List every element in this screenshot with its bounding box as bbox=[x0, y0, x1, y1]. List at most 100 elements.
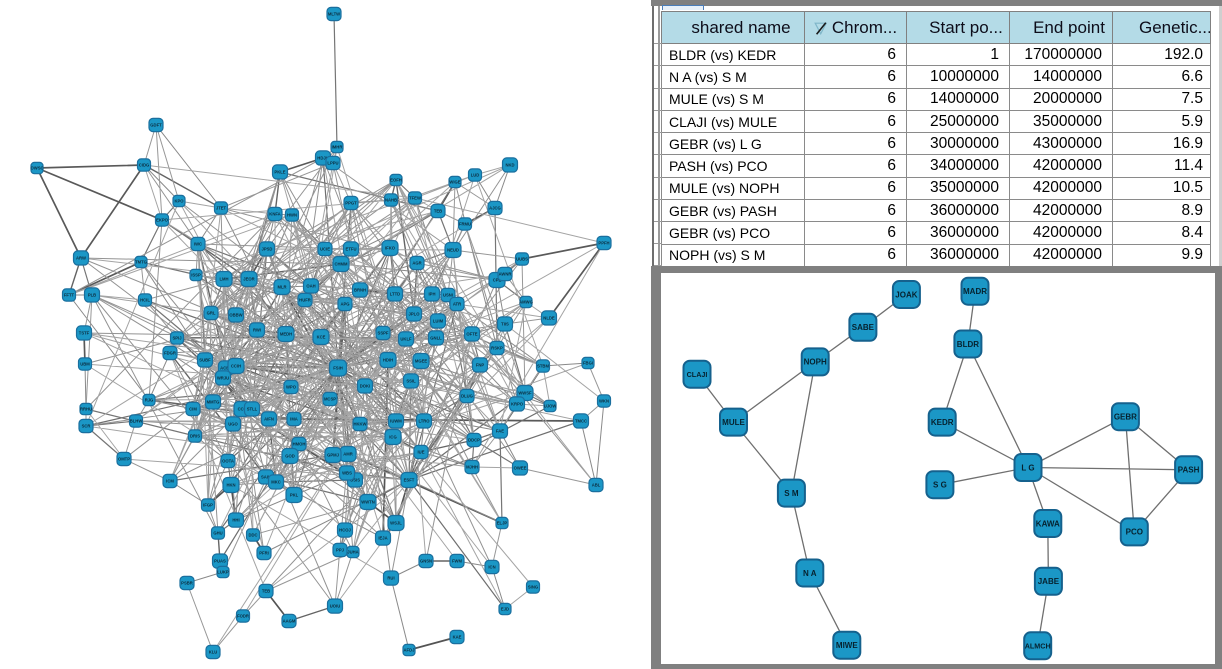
svg-text:SUBF: SUBF bbox=[199, 358, 211, 363]
svg-text:LMH: LMH bbox=[219, 277, 228, 282]
svg-text:PPFH: PPFH bbox=[598, 241, 609, 246]
svg-text:JEOR: JEOR bbox=[243, 277, 254, 282]
svg-text:ICG: ICG bbox=[389, 435, 396, 440]
svg-text:LUD: LUD bbox=[471, 173, 480, 178]
svg-text:HKN: HKN bbox=[226, 483, 235, 488]
svg-text:CLAJI: CLAJI bbox=[687, 370, 708, 379]
svg-text:DDCP: DDCP bbox=[468, 438, 480, 443]
svg-text:SSIL: SSIL bbox=[406, 379, 416, 384]
svg-text:EKPO: EKPO bbox=[156, 218, 169, 223]
svg-text:GNSN: GNSN bbox=[420, 559, 432, 564]
svg-text:PASH: PASH bbox=[1178, 466, 1200, 475]
svg-text:IUWM: IUWM bbox=[390, 419, 402, 424]
svg-text:STLL: STLL bbox=[247, 407, 258, 412]
svg-text:MCSP: MCSP bbox=[324, 397, 336, 402]
svg-text:FSIH: FSIH bbox=[333, 366, 343, 371]
svg-text:DLUG: DLUG bbox=[461, 394, 473, 399]
svg-text:L G: L G bbox=[1021, 463, 1034, 472]
svg-text:TEB: TEB bbox=[434, 209, 442, 214]
svg-text:BLDR: BLDR bbox=[957, 340, 979, 349]
svg-text:IFKO: IFKO bbox=[385, 246, 396, 251]
svg-text:MADR: MADR bbox=[963, 287, 987, 296]
svg-text:LPPU: LPPU bbox=[327, 161, 338, 166]
svg-text:KAWA: KAWA bbox=[1036, 519, 1060, 528]
svg-text:MGEE: MGEE bbox=[415, 359, 428, 364]
svg-text:WBS: WBS bbox=[342, 471, 352, 476]
svg-text:HCIL: HCIL bbox=[140, 298, 150, 303]
svg-text:WWTN: WWTN bbox=[361, 500, 375, 505]
svg-text:UCIE: UCIE bbox=[320, 247, 330, 252]
svg-text:OSIS: OSIS bbox=[350, 478, 360, 483]
svg-text:FDGR: FDGR bbox=[164, 351, 176, 356]
svg-text:JPLO: JPLO bbox=[409, 312, 421, 317]
svg-text:HMOH: HMOH bbox=[293, 442, 306, 447]
svg-text:ATR: ATR bbox=[453, 302, 461, 307]
svg-text:WKN: WKN bbox=[599, 399, 609, 404]
svg-text:USNI: USNI bbox=[443, 293, 453, 298]
svg-text:HDJU: HDJU bbox=[317, 156, 328, 161]
svg-text:WPO: WPO bbox=[286, 385, 297, 390]
svg-text:S G: S G bbox=[933, 481, 947, 490]
svg-text:KEDR: KEDR bbox=[931, 418, 954, 427]
svg-text:IFGP: IFGP bbox=[203, 503, 213, 508]
svg-text:BRNH: BRNH bbox=[354, 288, 366, 293]
svg-text:IUE: IUE bbox=[418, 450, 425, 455]
svg-text:WWSF: WWSF bbox=[518, 391, 532, 396]
svg-text:RRHU: RRHU bbox=[80, 407, 92, 412]
svg-text:RJG: RJG bbox=[145, 398, 154, 403]
svg-text:IMHR: IMHR bbox=[332, 145, 343, 150]
svg-text:CCS: CCS bbox=[238, 407, 247, 412]
svg-text:NAHB: NAHB bbox=[385, 198, 397, 203]
svg-text:IMA: IMA bbox=[290, 417, 298, 422]
svg-text:AMR: AMR bbox=[343, 452, 353, 457]
svg-text:NEUD: NEUD bbox=[447, 248, 459, 253]
svg-text:RUI: RUI bbox=[387, 576, 394, 581]
svg-text:AFDJ: AFDJ bbox=[404, 648, 416, 653]
svg-text:TMTG: TMTG bbox=[135, 260, 147, 265]
svg-text:ABL: ABL bbox=[592, 483, 601, 488]
svg-text:WSJL: WSJL bbox=[390, 521, 402, 526]
svg-text:WRJU: WRJU bbox=[217, 376, 229, 381]
svg-text:KRPO: KRPO bbox=[511, 402, 524, 407]
svg-text:HCOJ: HCOJ bbox=[339, 528, 351, 533]
svg-text:PFRI: PFRI bbox=[259, 551, 269, 556]
svg-text:FAE: FAE bbox=[496, 429, 504, 434]
svg-text:SABE: SABE bbox=[852, 323, 875, 332]
svg-text:DOKI: DOKI bbox=[360, 384, 370, 389]
svg-text:JOAK: JOAK bbox=[895, 290, 917, 299]
svg-text:APG: APG bbox=[340, 302, 349, 307]
svg-text:UUBS: UUBS bbox=[516, 257, 528, 262]
svg-text:MLTW: MLTW bbox=[328, 12, 340, 17]
svg-text:WIGE: WIGE bbox=[449, 180, 460, 185]
svg-text:DDC: DDC bbox=[248, 533, 257, 538]
svg-text:PPJ: PPJ bbox=[336, 548, 345, 553]
svg-text:PLB: PLB bbox=[88, 293, 96, 298]
svg-text:HWN: HWN bbox=[287, 213, 297, 218]
svg-text:UKLF: UKLF bbox=[400, 337, 412, 342]
svg-text:GNLL: GNLL bbox=[430, 336, 442, 341]
svg-text:STBM: STBM bbox=[537, 364, 549, 369]
svg-text:SAIH: SAIH bbox=[261, 475, 271, 480]
svg-text:GDFT: GDFT bbox=[150, 123, 162, 128]
svg-text:KLU: KLU bbox=[209, 650, 218, 655]
svg-text:GPMJ: GPMJ bbox=[327, 453, 340, 458]
svg-text:ESFT: ESFT bbox=[404, 478, 415, 483]
svg-text:KNFA: KNFA bbox=[269, 212, 280, 217]
svg-text:OWEE: OWEE bbox=[514, 466, 527, 471]
svg-text:KPO: KPO bbox=[174, 199, 184, 204]
svg-text:PSBR: PSBR bbox=[181, 581, 193, 586]
svg-text:LTTD: LTTD bbox=[390, 292, 400, 297]
svg-text:MMTG: MMTG bbox=[207, 400, 220, 405]
svg-text:BLHW: BLHW bbox=[130, 419, 143, 424]
svg-text:FODR: FODR bbox=[237, 614, 249, 619]
svg-text:LTRO: LTRO bbox=[418, 419, 430, 424]
svg-text:AWNR: AWNR bbox=[499, 272, 512, 277]
svg-text:CPE: CPE bbox=[493, 278, 502, 283]
svg-text:CIDG: CIDG bbox=[139, 163, 149, 168]
svg-text:LUIM: LUIM bbox=[433, 319, 444, 324]
svg-text:HUFR: HUFR bbox=[299, 298, 311, 303]
svg-text:MEDH: MEDH bbox=[280, 332, 292, 337]
svg-text:JABE: JABE bbox=[1038, 577, 1060, 586]
svg-text:MJHH: MJHH bbox=[466, 465, 478, 470]
svg-text:OFTE: OFTE bbox=[466, 332, 477, 337]
